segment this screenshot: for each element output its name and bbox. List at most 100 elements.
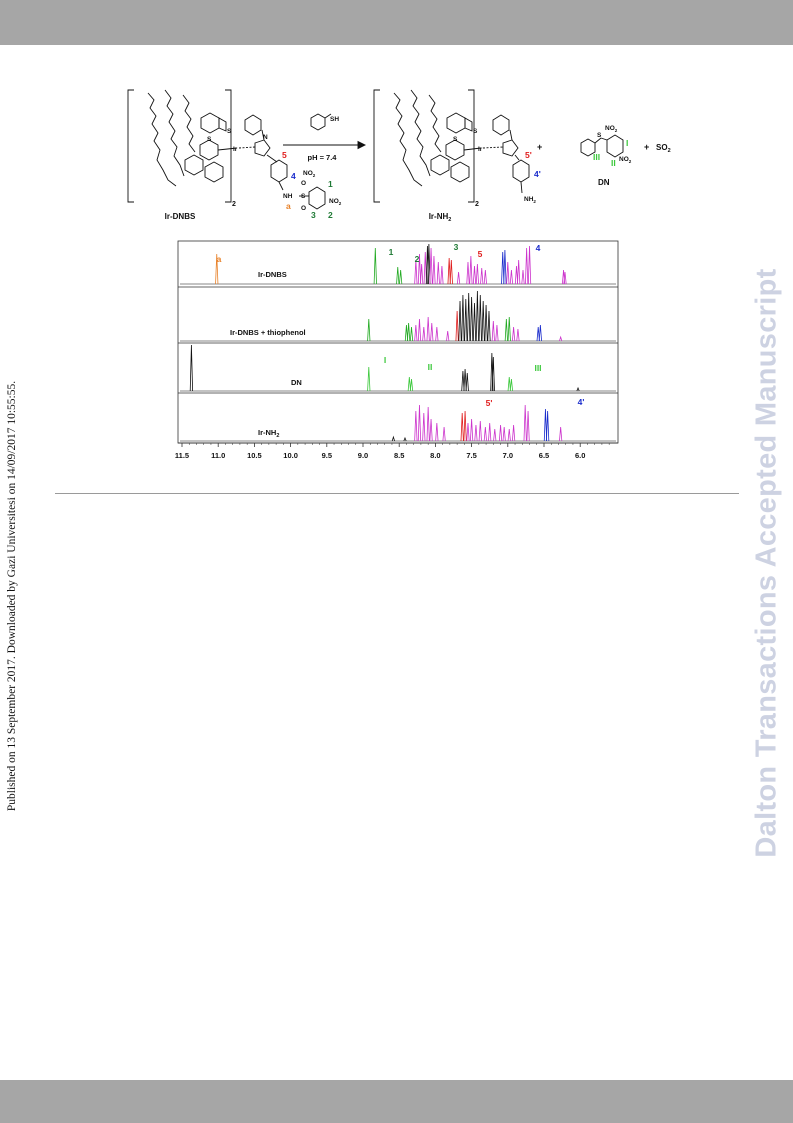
benzothiazole-ring: [200, 112, 220, 134]
peg-chain: [182, 94, 196, 153]
nmr-peak: [521, 269, 525, 285]
peak-label-III: III: [534, 363, 541, 373]
nmr-peak: [435, 326, 439, 342]
nmr-peak: [491, 320, 495, 342]
header-band: [0, 0, 793, 45]
atom-o: O: [301, 205, 306, 212]
panel-label: Ir-DNBS + thiophenol: [230, 328, 306, 337]
peak-label-I: I: [384, 355, 386, 365]
nmr-peak: [447, 257, 451, 285]
label-3: 3: [311, 210, 316, 220]
nmr-peak: [422, 326, 426, 342]
reactant-bracket-right: [225, 89, 232, 203]
dn-phenyl-ring: [580, 138, 596, 157]
nmr-peak: [501, 251, 505, 285]
nmr-peak: [517, 259, 521, 285]
nmr-peak: [466, 261, 470, 285]
nmr-peak: [478, 294, 482, 342]
reaction-scheme: [127, 89, 624, 210]
nmr-peak: [509, 378, 514, 392]
nmr-peak: [563, 271, 567, 285]
x-tick-label: 6.0: [575, 451, 585, 460]
nmr-peak: [481, 300, 485, 342]
dn-label-III: III: [593, 152, 600, 162]
nmr-peak: [495, 324, 499, 342]
nmr-peak: [436, 261, 440, 285]
nmr-peak: [523, 404, 527, 442]
x-tick-label: 8.5: [394, 451, 404, 460]
nmr-peak: [404, 324, 409, 342]
nmr-peak: [420, 263, 424, 285]
nmr-peak: [463, 368, 467, 392]
atom-ir: Ir: [233, 146, 238, 153]
nmr-peak: [461, 294, 465, 342]
nmr-peak: [493, 428, 497, 442]
nmr-peak: [427, 243, 431, 285]
nmr-peak: [399, 269, 403, 285]
x-tick-label: 9.5: [322, 451, 332, 460]
fluorene-ring: [199, 139, 219, 161]
nmr-peak: [483, 269, 487, 285]
atom-ir: Ir: [478, 146, 483, 153]
atom-s: S: [597, 132, 602, 139]
nmr-peak: [480, 267, 484, 285]
bracket-subscript: 2: [232, 201, 236, 208]
nmr-peak: [472, 302, 477, 342]
atom-s: S: [301, 193, 306, 200]
dnbs-ring: [308, 186, 326, 210]
atom-nh: NH: [283, 193, 293, 200]
nmr-peak: [463, 410, 467, 442]
nmr-peak: [407, 322, 411, 342]
nmr-peak: [417, 404, 422, 442]
x-tick-label: 10.5: [247, 451, 262, 460]
nmr-peak: [576, 386, 580, 392]
label-a: a: [286, 201, 291, 211]
nmr-peak: [465, 372, 469, 392]
nmr-peak: [516, 328, 520, 342]
nmr-peak: [440, 265, 444, 285]
label-2: 2: [328, 210, 333, 220]
product-name: Ir-NH2: [429, 212, 452, 223]
bracket-subscript: 2: [475, 201, 479, 208]
product-bracket-left: [373, 89, 380, 203]
nmr-peak: [442, 426, 446, 442]
x-tick-label: 11.0: [211, 451, 225, 460]
atom-n: N: [263, 134, 268, 141]
nmr-peak: [507, 428, 511, 442]
plus-sign: +: [537, 142, 542, 152]
nmr-peak: [511, 326, 516, 342]
nmr-peak: [491, 356, 495, 392]
nmr-peak: [429, 247, 433, 285]
nmr-peak: [525, 247, 529, 285]
nmr-peak: [446, 330, 450, 342]
peak-label-5: 5: [478, 249, 483, 259]
peak-label-5p: 5': [486, 398, 493, 408]
nitro-group: NO2: [329, 198, 342, 206]
x-tick-label: 7.0: [503, 451, 513, 460]
triazole-ring: [254, 139, 271, 157]
nmr-peak: [432, 255, 436, 285]
nmr-peak: [514, 265, 519, 285]
atom-s: S: [227, 128, 232, 135]
nmr-peak: [502, 426, 506, 442]
peak-label-II: II: [428, 362, 433, 372]
nmr-peak: [409, 378, 414, 392]
nmr-peak: [391, 435, 395, 442]
nmr-peak: [546, 410, 550, 442]
nmr-peak: [511, 424, 516, 442]
nmr-peak: [467, 292, 471, 342]
nmr-peak: [414, 259, 418, 285]
atom-o: O: [301, 180, 306, 187]
label-5: 5: [282, 150, 287, 160]
fluorene-ring: [204, 161, 224, 183]
byproduct-name: DN: [598, 178, 610, 187]
thiophenol-ring: [310, 113, 326, 131]
nmr-peak: [559, 426, 563, 442]
dn-label-II: II: [611, 158, 616, 168]
nmr-peak: [367, 366, 371, 392]
peak-label-1: 1: [389, 247, 394, 257]
nmr-peak: [474, 424, 478, 442]
label-5p: 5': [525, 150, 532, 160]
thiazole-ring: [218, 117, 227, 132]
nmr-peak: [430, 322, 434, 342]
